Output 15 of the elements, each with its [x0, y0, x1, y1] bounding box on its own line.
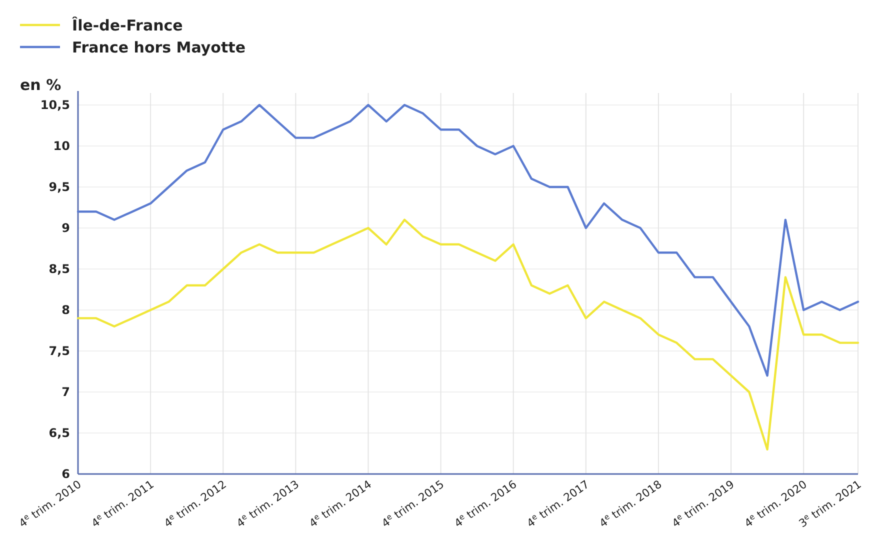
line-series — [76, 218, 860, 450]
y-tick-label: 10,5 — [40, 98, 70, 112]
y-tick-label: 6 — [62, 467, 70, 482]
y-tick-label: 7 — [62, 385, 70, 400]
legend-label: Île-de-France — [72, 16, 183, 34]
y-tick-label: 9 — [62, 221, 70, 236]
y-tick-label: 10 — [53, 139, 70, 154]
line-series — [76, 104, 860, 377]
y-tick-label: 8 — [62, 303, 70, 318]
legend-label: France hors Mayotte — [72, 38, 246, 56]
y-axis-title: en % — [20, 76, 62, 94]
y-tick-label: 6,5 — [48, 426, 70, 440]
y-tick-label: 8,5 — [48, 262, 70, 276]
y-tick-label: 7,5 — [48, 344, 70, 358]
y-tick-label: 9,5 — [48, 180, 70, 194]
